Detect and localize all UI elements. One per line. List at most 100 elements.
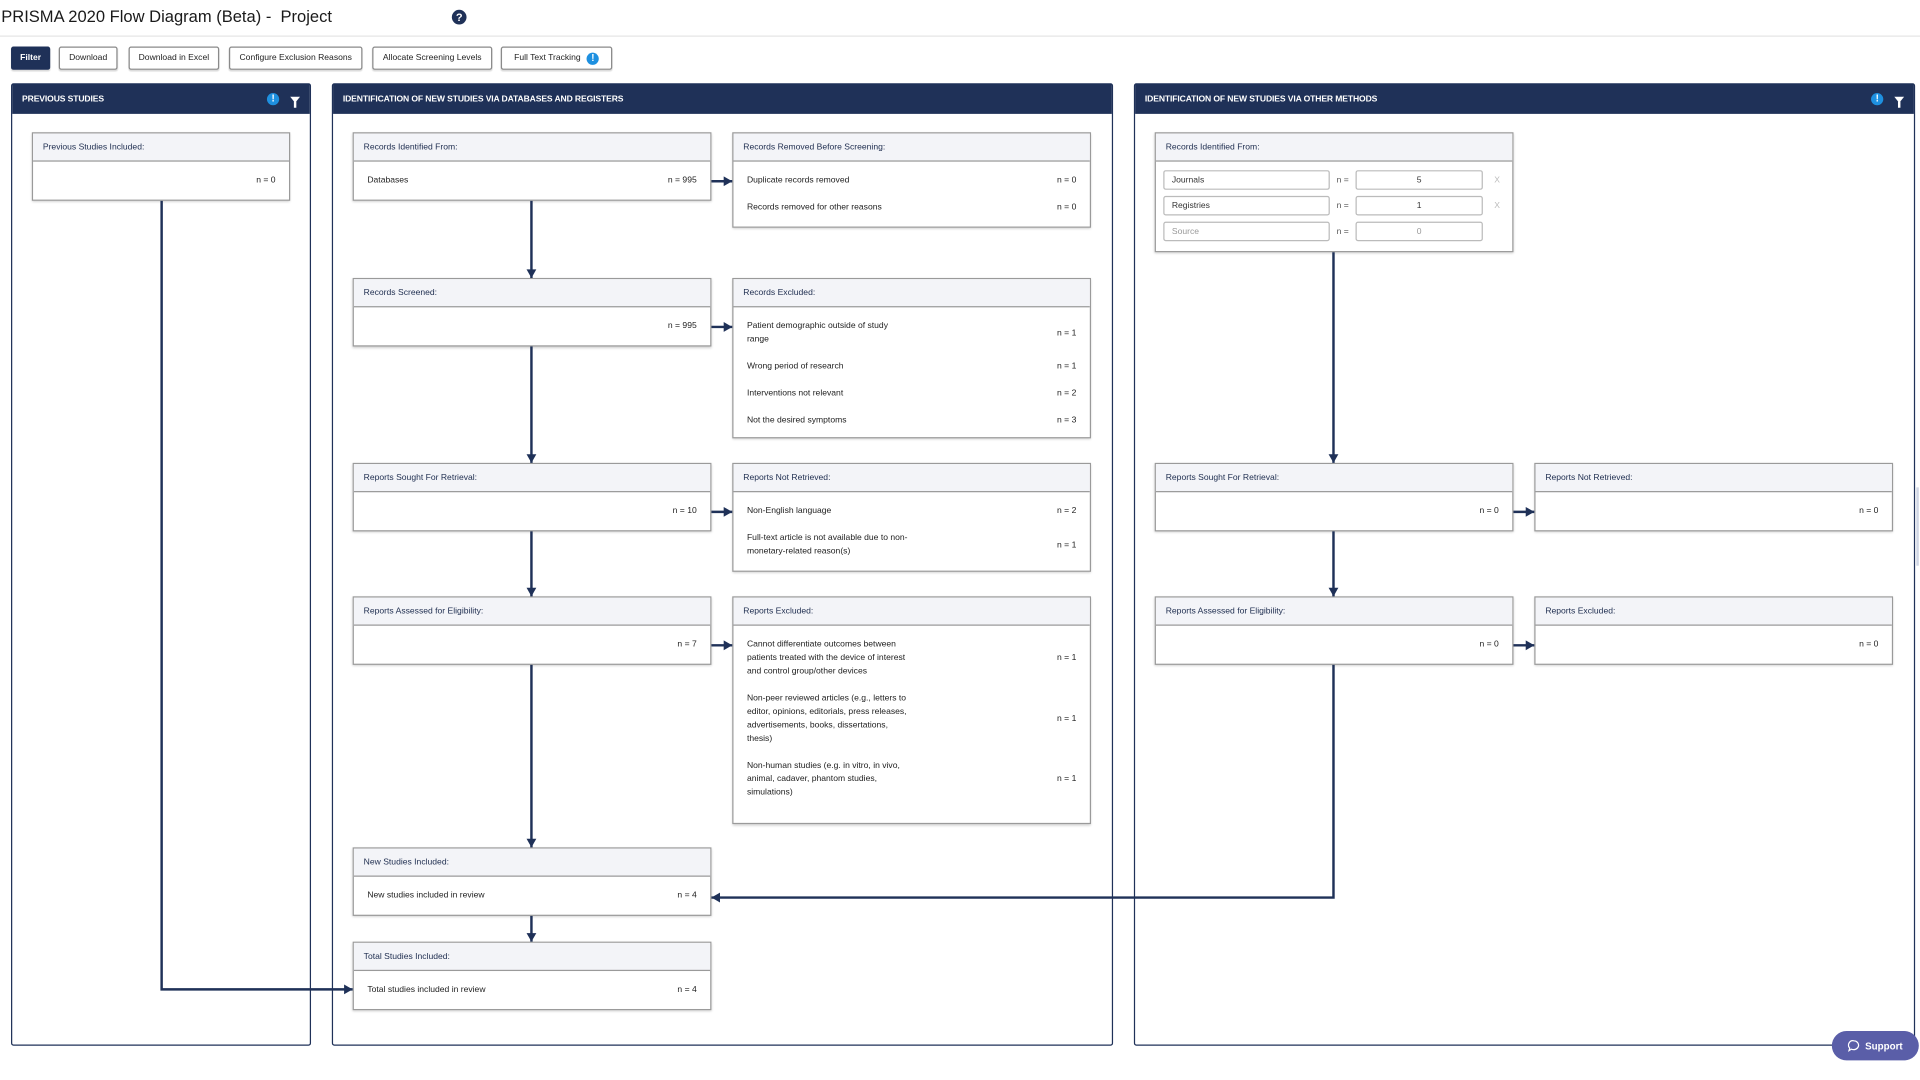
row-label: Patient demographic outside of study ran… [746, 322, 888, 345]
previous-studies-panel: PREVIOUS STUDIES! [11, 83, 312, 1046]
box-body: n = 0 [1156, 626, 1512, 652]
panel-header: PREVIOUS STUDIES! [12, 84, 310, 114]
source-count-input[interactable]: 0 [1355, 221, 1483, 242]
oth-assessed-box: Reports Assessed for Eligibility: n = 0 [1154, 596, 1514, 665]
question-circle-icon[interactable]: ? [451, 9, 467, 25]
row-count: n = 3 [1057, 416, 1077, 425]
configure-label: Configure Exclusion Reasons [239, 53, 352, 63]
row-count: n = 2 [1057, 506, 1077, 516]
box-row: n = 0 [1549, 504, 1878, 517]
box-title: Records Excluded: [733, 279, 1090, 308]
source-count-input[interactable]: 5 [1355, 170, 1483, 190]
source-count-input[interactable]: 1 [1355, 195, 1483, 216]
row-count: n = 10 [672, 506, 697, 516]
source-row: Journals n = 5 X [1163, 170, 1512, 190]
source-name-input[interactable]: Source [1163, 221, 1330, 242]
support-label: Support [1865, 1040, 1903, 1052]
box-title: Records Identified From: [1155, 133, 1513, 162]
box-row: Records removed for other reasons n = 0 [747, 201, 1076, 214]
info-icon[interactable]: ! [1871, 93, 1884, 106]
download-excel-button[interactable]: Download in Excel [128, 46, 220, 70]
row-count: n = 0 [256, 176, 276, 185]
row-count: n = 1 [1057, 775, 1077, 784]
oth-excluded-box: Reports Excluded: n = 0 [1534, 596, 1894, 665]
box-title: New Studies Included: [353, 848, 711, 877]
box-body: Patient demographic outside of study ran… [733, 307, 1089, 427]
box-row: n = 995 [367, 320, 697, 333]
db-identified-box: Records Identified From: Databases n = 995 [352, 132, 712, 201]
box-row: Duplicate records removed n = 0 [747, 174, 1076, 187]
full-text-tracking-button[interactable]: Full Text Tracking! [500, 46, 613, 70]
box-body: Databases n = 995 [354, 162, 710, 188]
download-label: Download [69, 53, 108, 63]
remove-source-icon[interactable]: X [1494, 201, 1501, 211]
box-body: Cannot differentiate outcomes between pa… [733, 626, 1089, 800]
box-body: n = 0 [1536, 626, 1892, 652]
db-reports-excluded-box: Reports Excluded: Cannot differentiate ou… [732, 596, 1092, 825]
filter-button[interactable]: Filter [11, 46, 51, 70]
box-row: n = 0 [1549, 638, 1878, 651]
new-included-box: New Studies Included: New studies include… [352, 847, 712, 916]
other-records-identified-box: Records Identified From: Journals n = 5 X Re… [1154, 132, 1514, 253]
panel-title: PREVIOUS STUDIES [22, 94, 104, 104]
download-button[interactable]: Download [58, 46, 118, 70]
box-row: Cannot differentiate outcomes between pa… [747, 638, 1076, 678]
row-label: Non-English language [746, 506, 832, 516]
row-label: Non-human studies (e.g. in vitro, in viv… [746, 761, 900, 798]
box-body: Non-English language n = 2 Full-text artic… [733, 492, 1089, 558]
panel-header: IDENTIFICATION OF NEW STUDIES VIA DATABA… [333, 84, 1112, 114]
box-row: n = 0 [47, 174, 276, 187]
source-name-input[interactable]: Journals [1163, 170, 1330, 190]
info-icon: ! [586, 52, 599, 65]
box-title: Reports Assessed for Eligibility: [353, 597, 711, 626]
row-label: Total studies included in review [367, 985, 486, 995]
db-sought-box: Reports Sought For Retrieval: n = 10 [352, 462, 712, 532]
filter-label: Filter [20, 53, 42, 63]
n-equals-label: n = [1336, 175, 1349, 185]
row-label: Duplicate records removed [746, 176, 850, 185]
page-title: PRISMA 2020 Flow Diagram (Beta) - Projec… [1, 7, 332, 26]
box-body: n = 995 [354, 307, 710, 333]
box-title: Records Removed Before Screening: [733, 133, 1090, 162]
prev-included-box: Previous Studies Included: n = 0 [31, 132, 291, 201]
n-equals-label: n = [1336, 201, 1349, 211]
box-title: Reports Sought For Retrieval: [353, 464, 711, 493]
row-count: n = 1 [1057, 362, 1077, 372]
row-count: n = 0 [1057, 203, 1077, 212]
row-label: Not the desired symptoms [746, 416, 847, 425]
row-count: n = 0 [1859, 640, 1879, 649]
row-count: n = 1 [1057, 540, 1077, 550]
source-row: Source n = 0 [1163, 221, 1512, 242]
allocate-label: Allocate Screening Levels [382, 53, 482, 63]
box-body: n = 10 [354, 492, 710, 518]
support-button[interactable]: Support [1831, 1031, 1919, 1061]
allocate-screening-levels-button[interactable]: Allocate Screening Levels [372, 46, 493, 70]
source-name-input[interactable]: Registries [1163, 195, 1330, 216]
box-body: n = 0 [1536, 492, 1892, 518]
box-row: n = 0 [1169, 504, 1498, 517]
scrollbar[interactable] [1916, 487, 1919, 566]
row-count: n = 0 [1057, 176, 1077, 185]
filter-funnel-icon[interactable] [290, 96, 301, 108]
row-count: n = 1 [1057, 328, 1077, 338]
box-title: Records Identified From: [353, 133, 711, 162]
source-row: Registries n = 1 X [1163, 195, 1512, 216]
other-methods-panel: IDENTIFICATION OF NEW STUDIES VIA OTHER … [1133, 83, 1916, 1046]
remove-source-icon[interactable]: X [1494, 175, 1501, 185]
box-title: Reports Sought For Retrieval: [1155, 464, 1513, 493]
row-count: n = 4 [677, 985, 697, 995]
info-icon[interactable]: ! [266, 93, 280, 106]
row-label: Full-text article is not available due t… [746, 533, 908, 556]
box-title: Total Studies Included: [353, 942, 711, 972]
filter-funnel-icon[interactable] [1894, 96, 1905, 108]
configure-exclusion-reasons-button[interactable]: Configure Exclusion Reasons [228, 46, 363, 70]
box-title: Reports Not Retrieved: [733, 464, 1090, 493]
box-row: n = 10 [367, 504, 697, 517]
box-body: Duplicate records removed n = 0 Records re… [733, 162, 1089, 215]
box-title: Reports Assessed for Eligibility: [1155, 597, 1513, 626]
divider [0, 35, 1920, 37]
box-row: Non-peer reviewed articles (e.g., letter… [747, 692, 1076, 746]
row-count: n = 4 [677, 891, 697, 901]
row-label: Databases [367, 176, 409, 185]
